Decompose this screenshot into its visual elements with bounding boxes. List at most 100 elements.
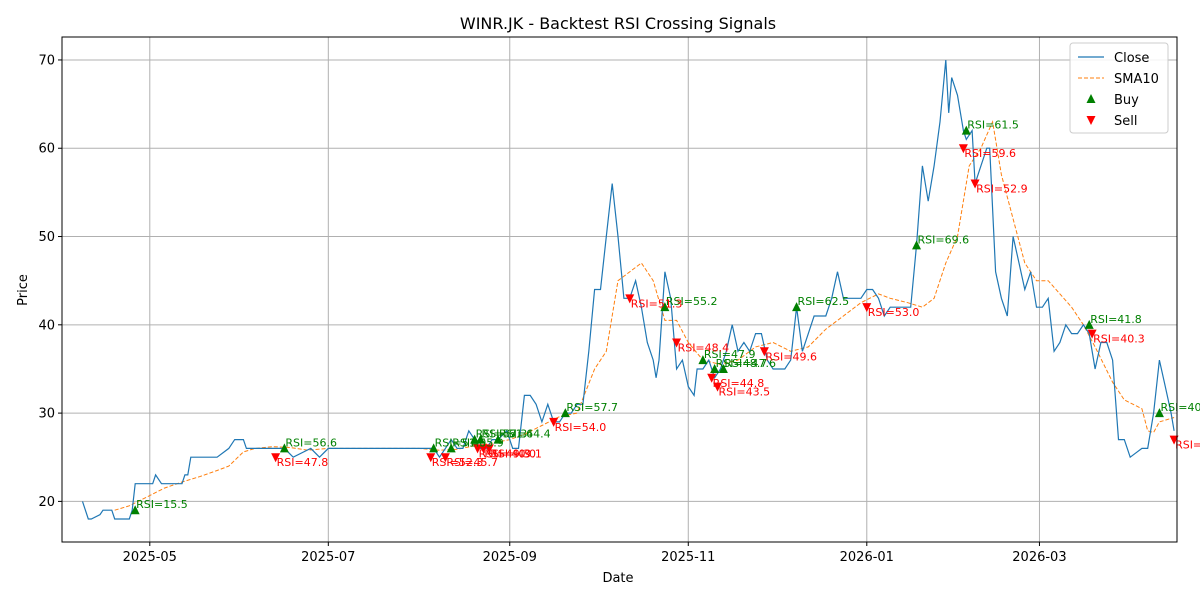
series-layer xyxy=(81,59,1175,520)
sell-annotation: RSI=48.4 xyxy=(678,341,730,354)
sell-annotation: RSI=59.6 xyxy=(964,147,1016,160)
sell-annotation: RSI=44.8 xyxy=(713,377,765,390)
sell-marker xyxy=(1169,435,1179,445)
sma10-line xyxy=(114,120,1175,511)
y-tick-label: 30 xyxy=(38,407,55,422)
sell-marker xyxy=(484,444,494,454)
buy-marker xyxy=(493,434,503,444)
sell-annotation: RSI=43.5 xyxy=(719,386,771,399)
legend-label: Buy xyxy=(1114,93,1139,108)
buy-marker xyxy=(130,505,140,515)
y-tick-label: 50 xyxy=(38,230,55,245)
buy-annotation: RSI=47.6 xyxy=(724,357,776,370)
buy-marker xyxy=(429,443,439,453)
y-tick-label: 60 xyxy=(38,142,55,157)
legend-buy-swatch xyxy=(1086,94,1096,103)
buy-marker xyxy=(1084,319,1094,329)
buy-annotation: RSI=64.4 xyxy=(499,428,551,441)
buy-annotation: RSI=57.3 xyxy=(476,428,528,441)
buy-marker xyxy=(1154,408,1164,418)
buy-marker xyxy=(660,302,670,312)
buy-annotation: RSI=15.5 xyxy=(136,498,188,511)
sell-annotation: RSI=51.3 xyxy=(631,297,683,310)
sell-annotation: RSI=40.0 xyxy=(484,447,536,460)
y-axis-title: Price xyxy=(16,274,31,306)
plot-area: RSI=15.5 RSI=56.6 RSI=51.0RSI=55.9RSI=57.3… xyxy=(38,36,1200,565)
sell-marker xyxy=(271,453,281,463)
x-tick-label: 2026-01 xyxy=(840,550,894,565)
sell-marker xyxy=(958,144,968,154)
buy-annotation: RSI=55.9 xyxy=(452,436,504,449)
buy-annotation: RSI=47.9 xyxy=(704,348,756,361)
sell-marker xyxy=(759,347,769,357)
y-tick-label: 40 xyxy=(38,318,55,333)
buy-marker xyxy=(718,363,728,373)
x-tick-label: 2025-05 xyxy=(123,550,177,565)
sell-marker xyxy=(549,417,559,427)
x-axis-title: Date xyxy=(602,571,633,586)
buy-annotation: RSI=61.5 xyxy=(967,119,1019,132)
sell-marker xyxy=(862,303,872,313)
sell-annotation: RSI=38.2 xyxy=(1175,439,1200,452)
buy-marker xyxy=(698,355,708,365)
buy-annotation: RSI=57.7 xyxy=(566,401,618,414)
sell-annotation: RSI=53.0 xyxy=(868,306,920,319)
plot-background xyxy=(62,37,1177,542)
x-tick-label: 2026-03 xyxy=(1012,550,1066,565)
sell-marker xyxy=(970,179,980,189)
legend: Close SMA10 Buy Sell xyxy=(1069,42,1169,134)
sell-annotation: RSI=52.3 xyxy=(432,456,484,469)
buy-marker xyxy=(470,434,480,444)
legend-box xyxy=(1069,42,1169,134)
legend-label: Close xyxy=(1114,51,1149,66)
legend-label: SMA10 xyxy=(1114,72,1159,87)
x-axis-ticks: 2025-05 2025-07 2025-09 2025-11 2026-01 2026-… xyxy=(123,542,1067,565)
sell-annotation: RSI=49.3 xyxy=(479,447,531,460)
buy-annotation: RSI=48.7 xyxy=(716,357,768,370)
buy-marker xyxy=(560,408,570,418)
buy-annotation: RSI=41.8 xyxy=(1090,313,1142,326)
y-tick-label: 70 xyxy=(38,53,55,68)
legend-sell-swatch xyxy=(1086,116,1096,125)
sell-marker xyxy=(426,453,436,463)
legend-label: Sell xyxy=(1114,114,1137,129)
sell-marker xyxy=(713,382,723,392)
buy-marker xyxy=(446,443,456,453)
x-tick-label: 2025-09 xyxy=(483,550,537,565)
sell-marker xyxy=(672,338,682,348)
buy-marker xyxy=(961,125,971,135)
grid xyxy=(62,37,1177,542)
buy-marker xyxy=(279,443,289,453)
buy-annotation: RSI=61.4 xyxy=(481,428,533,441)
buy-annotation: RSI=56.6 xyxy=(285,436,337,449)
y-tick-label: 20 xyxy=(38,495,55,510)
x-tick-label: 2025-11 xyxy=(661,550,715,565)
sell-marker xyxy=(707,373,717,383)
sell-annotation: RSI=45.7 xyxy=(446,456,498,469)
sell-marker xyxy=(473,444,483,454)
buy-annotation: RSI=55.2 xyxy=(666,295,718,308)
sell-annotation: RSI=52.9 xyxy=(976,183,1028,196)
sell-marker xyxy=(440,453,450,463)
buy-annotation: RSI=69.6 xyxy=(918,233,970,246)
buy-marker xyxy=(792,302,802,312)
x-tick-label: 2025-07 xyxy=(301,550,355,565)
chart-title: WINR.JK - Backtest RSI Crossing Signals xyxy=(460,14,776,33)
sell-marker xyxy=(478,444,488,454)
sell-annotation: RSI=49.1 xyxy=(490,447,542,460)
plot-frame xyxy=(61,36,1178,543)
buy-marker xyxy=(475,434,485,444)
buy-marker xyxy=(912,240,922,250)
buy-annotation: RSI=40.1 xyxy=(1160,401,1200,414)
sell-marker xyxy=(625,294,635,304)
sell-annotation: RSI=54.0 xyxy=(555,421,607,434)
y-axis-ticks: 20 30 40 50 60 70 xyxy=(38,53,62,510)
sell-marker xyxy=(1087,329,1097,339)
sell-annotation: RSI=47.8 xyxy=(277,456,329,469)
buy-annotation: RSI=51.0 xyxy=(435,436,487,449)
buy-annotation: RSI=62.5 xyxy=(798,295,850,308)
signal-annotations: RSI=15.5 RSI=56.6 RSI=51.0RSI=55.9RSI=57.3… xyxy=(136,119,1200,512)
close-line xyxy=(81,59,1175,520)
buy-marker xyxy=(710,363,720,373)
